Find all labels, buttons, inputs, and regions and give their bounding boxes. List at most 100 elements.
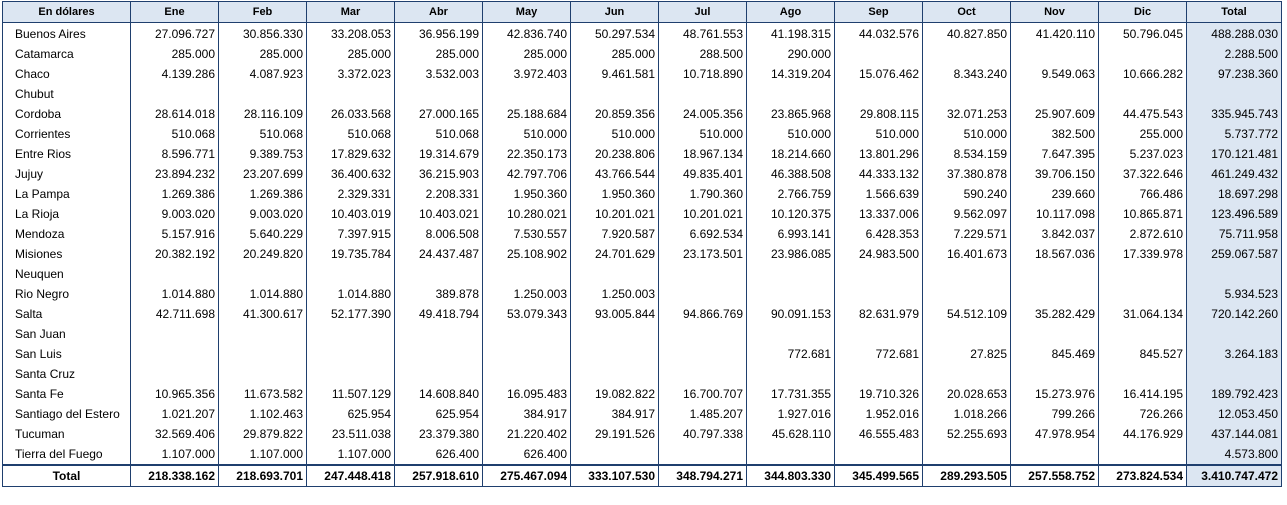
value-cell[interactable] [922, 84, 1011, 104]
value-cell[interactable] [394, 364, 483, 384]
value-cell[interactable]: 2.872.610 [1098, 224, 1187, 244]
value-cell[interactable]: 510.068 [218, 124, 307, 144]
value-cell[interactable]: 1.250.003 [570, 284, 659, 304]
value-cell[interactable] [306, 324, 395, 344]
value-cell[interactable]: 285.000 [306, 44, 395, 64]
value-cell[interactable] [1010, 44, 1099, 64]
value-cell[interactable]: 49.418.794 [394, 304, 483, 324]
value-cell[interactable]: 510.000 [482, 124, 571, 144]
value-cell[interactable]: 10.280.021 [482, 204, 571, 224]
value-cell[interactable]: 510.000 [746, 124, 835, 144]
value-cell[interactable] [130, 364, 219, 384]
value-cell[interactable]: 15.076.462 [834, 64, 923, 84]
value-cell[interactable]: 25.188.684 [482, 104, 571, 124]
value-cell[interactable]: 53.079.343 [482, 304, 571, 324]
row-total-cell[interactable]: 437.144.081 [1186, 424, 1282, 444]
value-cell[interactable]: 16.095.483 [482, 384, 571, 404]
value-cell[interactable] [130, 84, 219, 104]
value-cell[interactable] [306, 344, 395, 364]
value-cell[interactable]: 590.240 [922, 184, 1011, 204]
province-cell[interactable]: Tierra del Fuego [2, 444, 131, 465]
value-cell[interactable] [570, 364, 659, 384]
value-cell[interactable]: 18.567.036 [1010, 244, 1099, 264]
value-cell[interactable]: 23.894.232 [130, 164, 219, 184]
value-cell[interactable]: 384.917 [570, 404, 659, 424]
value-cell[interactable]: 255.000 [1098, 124, 1187, 144]
value-cell[interactable] [746, 364, 835, 384]
value-cell[interactable]: 24.701.629 [570, 244, 659, 264]
header-month-6[interactable]: Jul [658, 1, 747, 23]
value-cell[interactable]: 3.842.037 [1010, 224, 1099, 244]
value-cell[interactable]: 82.631.979 [834, 304, 923, 324]
value-cell[interactable] [1010, 444, 1099, 465]
province-cell[interactable]: Misiones [2, 244, 131, 264]
value-cell[interactable]: 46.555.483 [834, 424, 923, 444]
value-cell[interactable]: 93.005.844 [570, 304, 659, 324]
value-cell[interactable]: 8.006.508 [394, 224, 483, 244]
value-cell[interactable] [834, 364, 923, 384]
row-total-cell[interactable]: 259.067.587 [1186, 244, 1282, 264]
value-cell[interactable]: 16.700.707 [658, 384, 747, 404]
value-cell[interactable]: 1.107.000 [218, 444, 307, 465]
row-total-cell[interactable] [1186, 324, 1282, 344]
value-cell[interactable]: 1.485.207 [658, 404, 747, 424]
month-total-cell[interactable]: 257.918.610 [394, 464, 483, 487]
value-cell[interactable]: 36.400.632 [306, 164, 395, 184]
value-cell[interactable]: 10.403.019 [306, 204, 395, 224]
province-cell[interactable]: Neuquen [2, 264, 131, 284]
province-cell[interactable]: Buenos Aires [2, 22, 131, 44]
month-total-cell[interactable]: 348.794.271 [658, 464, 747, 487]
value-cell[interactable]: 19.710.326 [834, 384, 923, 404]
province-cell[interactable]: Jujuy [2, 164, 131, 184]
value-cell[interactable]: 4.139.286 [130, 64, 219, 84]
value-cell[interactable]: 23.511.038 [306, 424, 395, 444]
value-cell[interactable]: 9.003.020 [130, 204, 219, 224]
value-cell[interactable]: 389.878 [394, 284, 483, 304]
month-total-cell[interactable]: 345.499.565 [834, 464, 923, 487]
value-cell[interactable] [834, 264, 923, 284]
value-cell[interactable]: 290.000 [746, 44, 835, 64]
value-cell[interactable]: 9.003.020 [218, 204, 307, 224]
value-cell[interactable]: 11.673.582 [218, 384, 307, 404]
value-cell[interactable]: 18.967.134 [658, 144, 747, 164]
value-cell[interactable] [746, 84, 835, 104]
value-cell[interactable] [482, 84, 571, 104]
value-cell[interactable]: 5.157.916 [130, 224, 219, 244]
value-cell[interactable] [834, 84, 923, 104]
value-cell[interactable]: 9.549.063 [1010, 64, 1099, 84]
row-total-cell[interactable]: 461.249.432 [1186, 164, 1282, 184]
header-month-9[interactable]: Oct [922, 1, 1011, 23]
value-cell[interactable]: 40.797.338 [658, 424, 747, 444]
value-cell[interactable]: 26.033.568 [306, 104, 395, 124]
value-cell[interactable]: 285.000 [570, 44, 659, 64]
value-cell[interactable]: 1.014.880 [306, 284, 395, 304]
value-cell[interactable]: 1.014.880 [130, 284, 219, 304]
value-cell[interactable]: 6.993.141 [746, 224, 835, 244]
province-cell[interactable]: Tucuman [2, 424, 131, 444]
value-cell[interactable] [834, 444, 923, 465]
row-total-cell[interactable]: 5.934.523 [1186, 284, 1282, 304]
value-cell[interactable] [658, 344, 747, 364]
month-total-cell[interactable]: 333.107.530 [570, 464, 659, 487]
month-total-cell[interactable]: 289.293.505 [922, 464, 1011, 487]
value-cell[interactable]: 42.797.706 [482, 164, 571, 184]
value-cell[interactable]: 510.000 [922, 124, 1011, 144]
value-cell[interactable]: 285.000 [218, 44, 307, 64]
row-total-cell[interactable]: 335.945.743 [1186, 104, 1282, 124]
value-cell[interactable]: 31.064.134 [1098, 304, 1187, 324]
value-cell[interactable]: 54.512.109 [922, 304, 1011, 324]
province-cell[interactable]: Santa Fe [2, 384, 131, 404]
value-cell[interactable]: 52.177.390 [306, 304, 395, 324]
value-cell[interactable]: 1.952.016 [834, 404, 923, 424]
header-month-3[interactable]: Abr [394, 1, 483, 23]
value-cell[interactable]: 239.660 [1010, 184, 1099, 204]
value-cell[interactable] [482, 324, 571, 344]
value-cell[interactable]: 845.527 [1098, 344, 1187, 364]
value-cell[interactable]: 10.201.021 [570, 204, 659, 224]
value-cell[interactable]: 25.907.609 [1010, 104, 1099, 124]
value-cell[interactable]: 19.314.679 [394, 144, 483, 164]
value-cell[interactable] [306, 84, 395, 104]
value-cell[interactable] [658, 264, 747, 284]
value-cell[interactable]: 44.032.576 [834, 22, 923, 44]
row-total-cell[interactable]: 2.288.500 [1186, 44, 1282, 64]
